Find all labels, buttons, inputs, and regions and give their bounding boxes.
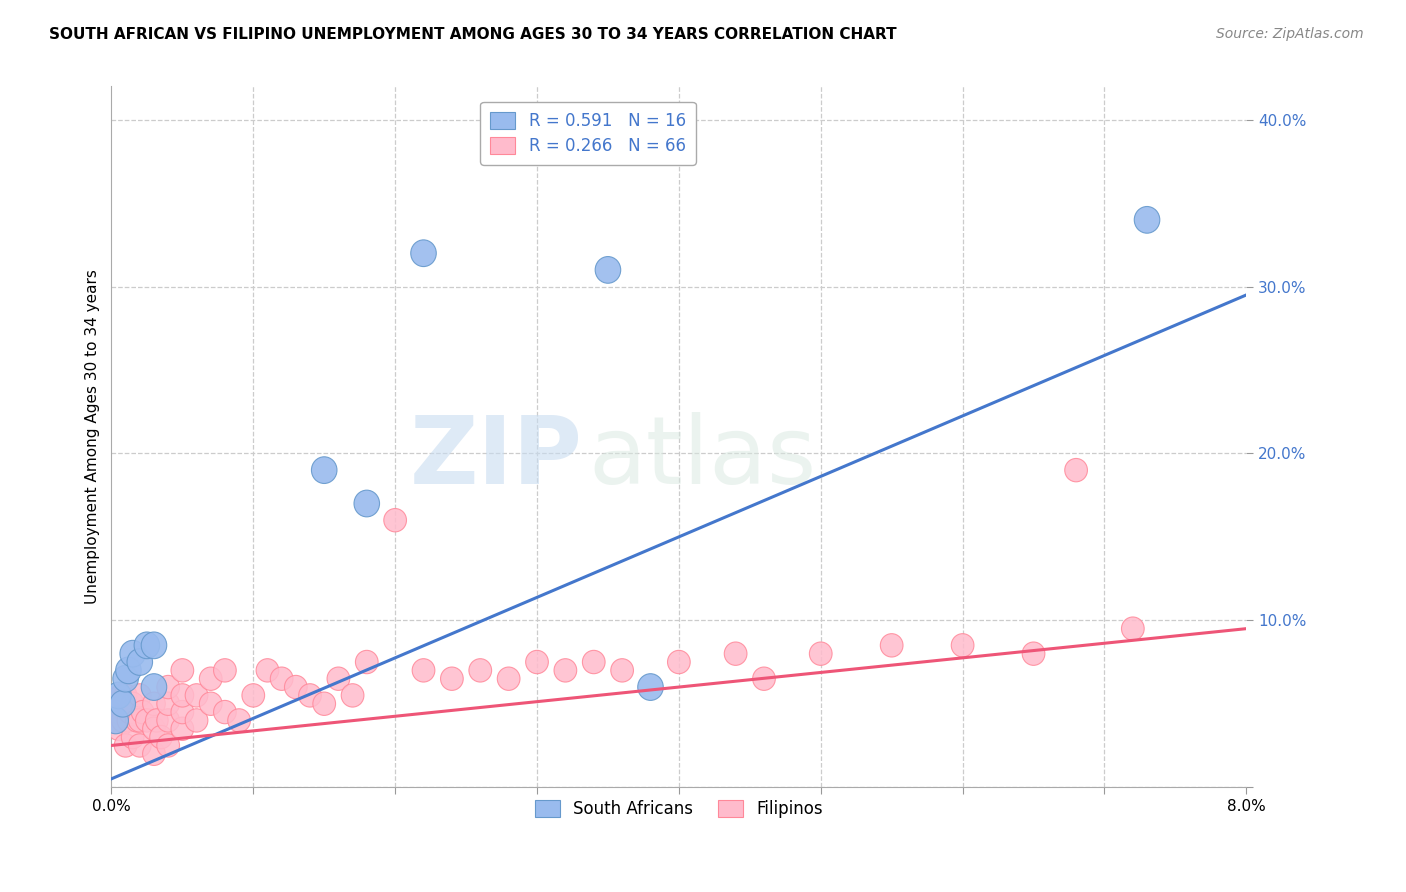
Ellipse shape	[149, 725, 173, 748]
Ellipse shape	[498, 667, 520, 690]
Ellipse shape	[328, 667, 350, 690]
Ellipse shape	[107, 717, 129, 740]
Ellipse shape	[135, 709, 159, 732]
Ellipse shape	[145, 709, 169, 732]
Ellipse shape	[284, 675, 307, 698]
Text: SOUTH AFRICAN VS FILIPINO UNEMPLOYMENT AMONG AGES 30 TO 34 YEARS CORRELATION CHA: SOUTH AFRICAN VS FILIPINO UNEMPLOYMENT A…	[49, 27, 897, 42]
Ellipse shape	[314, 692, 336, 715]
Ellipse shape	[103, 707, 128, 734]
Ellipse shape	[112, 665, 138, 692]
Ellipse shape	[131, 700, 155, 723]
Ellipse shape	[242, 683, 264, 707]
Ellipse shape	[356, 650, 378, 673]
Ellipse shape	[157, 692, 180, 715]
Text: ZIP: ZIP	[409, 412, 582, 504]
Ellipse shape	[118, 700, 141, 723]
Ellipse shape	[554, 658, 576, 682]
Ellipse shape	[120, 640, 145, 667]
Ellipse shape	[298, 683, 322, 707]
Ellipse shape	[141, 632, 167, 658]
Ellipse shape	[110, 690, 135, 717]
Ellipse shape	[214, 700, 236, 723]
Ellipse shape	[128, 683, 150, 707]
Ellipse shape	[440, 667, 463, 690]
Ellipse shape	[412, 658, 434, 682]
Text: atlas: atlas	[588, 412, 817, 504]
Ellipse shape	[172, 700, 194, 723]
Ellipse shape	[638, 673, 664, 700]
Ellipse shape	[103, 709, 125, 732]
Ellipse shape	[610, 658, 634, 682]
Ellipse shape	[752, 667, 775, 690]
Ellipse shape	[384, 508, 406, 532]
Ellipse shape	[342, 683, 364, 707]
Ellipse shape	[172, 717, 194, 740]
Ellipse shape	[142, 692, 166, 715]
Ellipse shape	[186, 709, 208, 732]
Ellipse shape	[526, 650, 548, 673]
Ellipse shape	[1122, 617, 1144, 640]
Ellipse shape	[114, 734, 136, 757]
Ellipse shape	[157, 709, 180, 732]
Ellipse shape	[595, 257, 620, 284]
Ellipse shape	[810, 642, 832, 665]
Ellipse shape	[880, 633, 903, 657]
Ellipse shape	[110, 683, 132, 707]
Ellipse shape	[411, 240, 436, 267]
Ellipse shape	[125, 709, 148, 732]
Ellipse shape	[142, 742, 166, 765]
Ellipse shape	[952, 633, 974, 657]
Ellipse shape	[141, 673, 167, 700]
Ellipse shape	[312, 457, 337, 483]
Ellipse shape	[582, 650, 605, 673]
Ellipse shape	[121, 692, 143, 715]
Ellipse shape	[1022, 642, 1045, 665]
Ellipse shape	[142, 717, 166, 740]
Ellipse shape	[200, 692, 222, 715]
Legend: South Africans, Filipinos: South Africans, Filipinos	[529, 793, 830, 824]
Ellipse shape	[104, 692, 127, 715]
Ellipse shape	[228, 709, 250, 732]
Ellipse shape	[270, 667, 292, 690]
Ellipse shape	[117, 709, 139, 732]
Ellipse shape	[111, 709, 134, 732]
Ellipse shape	[214, 658, 236, 682]
Ellipse shape	[157, 734, 180, 757]
Ellipse shape	[108, 692, 131, 715]
Ellipse shape	[172, 658, 194, 682]
Ellipse shape	[186, 683, 208, 707]
Ellipse shape	[157, 675, 180, 698]
Ellipse shape	[256, 658, 278, 682]
Ellipse shape	[134, 632, 160, 658]
Ellipse shape	[354, 491, 380, 516]
Ellipse shape	[105, 682, 131, 709]
Text: Source: ZipAtlas.com: Source: ZipAtlas.com	[1216, 27, 1364, 41]
Ellipse shape	[470, 658, 492, 682]
Ellipse shape	[105, 700, 128, 723]
Ellipse shape	[724, 642, 747, 665]
Ellipse shape	[200, 667, 222, 690]
Ellipse shape	[128, 734, 150, 757]
Ellipse shape	[128, 709, 150, 732]
Ellipse shape	[668, 650, 690, 673]
Ellipse shape	[127, 648, 153, 675]
Ellipse shape	[1135, 207, 1160, 233]
Ellipse shape	[121, 725, 143, 748]
Ellipse shape	[114, 683, 136, 707]
Ellipse shape	[172, 683, 194, 707]
Y-axis label: Unemployment Among Ages 30 to 34 years: Unemployment Among Ages 30 to 34 years	[86, 269, 100, 604]
Ellipse shape	[1064, 458, 1087, 482]
Ellipse shape	[115, 657, 141, 683]
